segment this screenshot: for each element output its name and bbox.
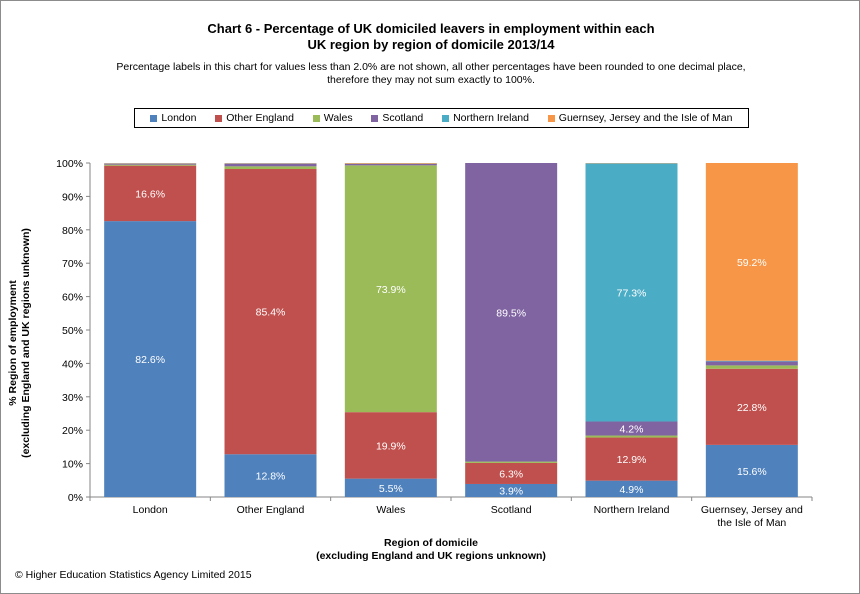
chart-legend: London Other England Wales Scotland Nort… [134,108,749,128]
bar-segment [344,412,437,479]
bar-segment [104,221,197,497]
x-axis-title: Region of domicile (excluding England an… [251,537,611,563]
data-label: 85.4% [256,307,286,319]
bar-segment [224,166,317,170]
legend-item-channel-islands: Guernsey, Jersey and the Isle of Man [547,112,733,124]
chart-subtitle: Percentage labels in this chart for valu… [81,61,781,87]
chart-title-line-1: Chart 6 - Percentage of UK domiciled lea… [207,21,655,36]
y-tick-label: 70% [62,258,83,270]
bar-segment [465,163,558,462]
bar-segment [224,169,317,455]
bar-segment [465,461,558,463]
bar-segment [344,164,437,166]
bar-segment [705,361,798,366]
x-tick-label: Scotland [491,504,532,516]
y-tick-label: 20% [62,425,83,437]
legend-item-scotland: Scotland [371,112,423,124]
bar-segment [104,165,197,222]
x-axis-title-line-2: (excluding England and UK regions unknow… [316,550,546,562]
bar-segment [705,368,798,445]
data-label: 82.6% [135,354,165,366]
bar-segment [344,165,437,413]
y-tick-label: 80% [62,225,83,237]
data-label: 19.9% [376,440,406,452]
bar-segment [224,454,317,497]
bar-segment [585,421,678,436]
data-label: 3.9% [499,485,523,497]
bar-segment [224,163,317,167]
bar-segment [465,483,558,497]
x-tick-label: Northern Ireland [594,504,670,516]
legend-label: Wales [323,112,353,124]
x-tick-label: Guernsey, Jersey and [701,504,803,516]
legend-label: London [161,112,197,124]
legend-swatch [371,114,379,122]
legend-swatch [442,114,450,122]
legend-swatch [547,114,555,122]
legend-item-other-england: Other England [215,112,294,124]
legend-item-wales: Wales [312,112,353,124]
data-label: 4.2% [620,424,644,436]
data-label: 5.5% [379,483,403,495]
chart-subtitle-line-2: therefore they may not sum exactly to 10… [327,74,535,86]
bar-segment [104,164,197,166]
y-tick-label: 30% [62,392,83,404]
legend-label: Northern Ireland [453,112,529,124]
legend-swatch [150,114,158,122]
data-label: 6.3% [499,468,523,480]
bar-segment [705,444,798,497]
bar-segment [705,163,798,361]
data-label: 59.2% [737,257,767,269]
bar-segment [585,480,678,497]
legend-label: Guernsey, Jersey and the Isle of Man [558,112,733,124]
bar-segment [585,163,678,422]
bar-segment [705,365,798,369]
x-tick-label: the Isle of Man [717,517,786,529]
y-tick-label: 0% [68,492,83,504]
y-tick-label: 10% [62,459,83,471]
data-label: 73.9% [376,284,406,296]
bar-segment [585,437,678,481]
legend-item-london: London [150,112,196,124]
legend-swatch [312,114,320,122]
data-label: 22.8% [737,402,767,414]
chart-title-line-2: UK region by region of domicile 2013/14 [307,37,555,52]
bar-segment [104,163,197,165]
bar-segment [344,163,437,164]
y-tick-label: 90% [62,191,83,203]
data-label: 12.9% [617,454,647,466]
legend-label: Scotland [382,112,424,124]
y-tick-label: 50% [62,325,83,337]
legend-swatch [215,114,223,122]
y-tick-label: 100% [56,158,83,170]
bar-segment [585,435,678,438]
bar-segment [705,360,798,362]
data-label: 12.8% [256,471,286,483]
x-tick-label: Other England [237,504,305,516]
data-label: 16.6% [135,188,165,200]
data-label: 89.5% [496,307,526,319]
bar-segment [344,478,437,497]
x-axis-title-line-1: Region of domicile [384,537,478,549]
data-label: 15.6% [737,466,767,478]
legend-item-northern-ireland: Northern Ireland [442,112,529,124]
data-label: 4.9% [620,484,644,496]
copyright-notice: © Higher Education Statistics Agency Lim… [15,569,252,581]
y-tick-label: 60% [62,292,83,304]
chart-title: Chart 6 - Percentage of UK domiciled lea… [131,21,731,53]
legend-label: Other England [226,112,294,124]
chart-subtitle-line-1: Percentage labels in this chart for valu… [116,61,746,73]
y-tick-label: 40% [62,358,83,370]
x-tick-label: London [133,504,168,516]
bar-segment [465,462,558,484]
x-tick-label: Wales [376,504,405,516]
data-label: 77.3% [617,287,647,299]
